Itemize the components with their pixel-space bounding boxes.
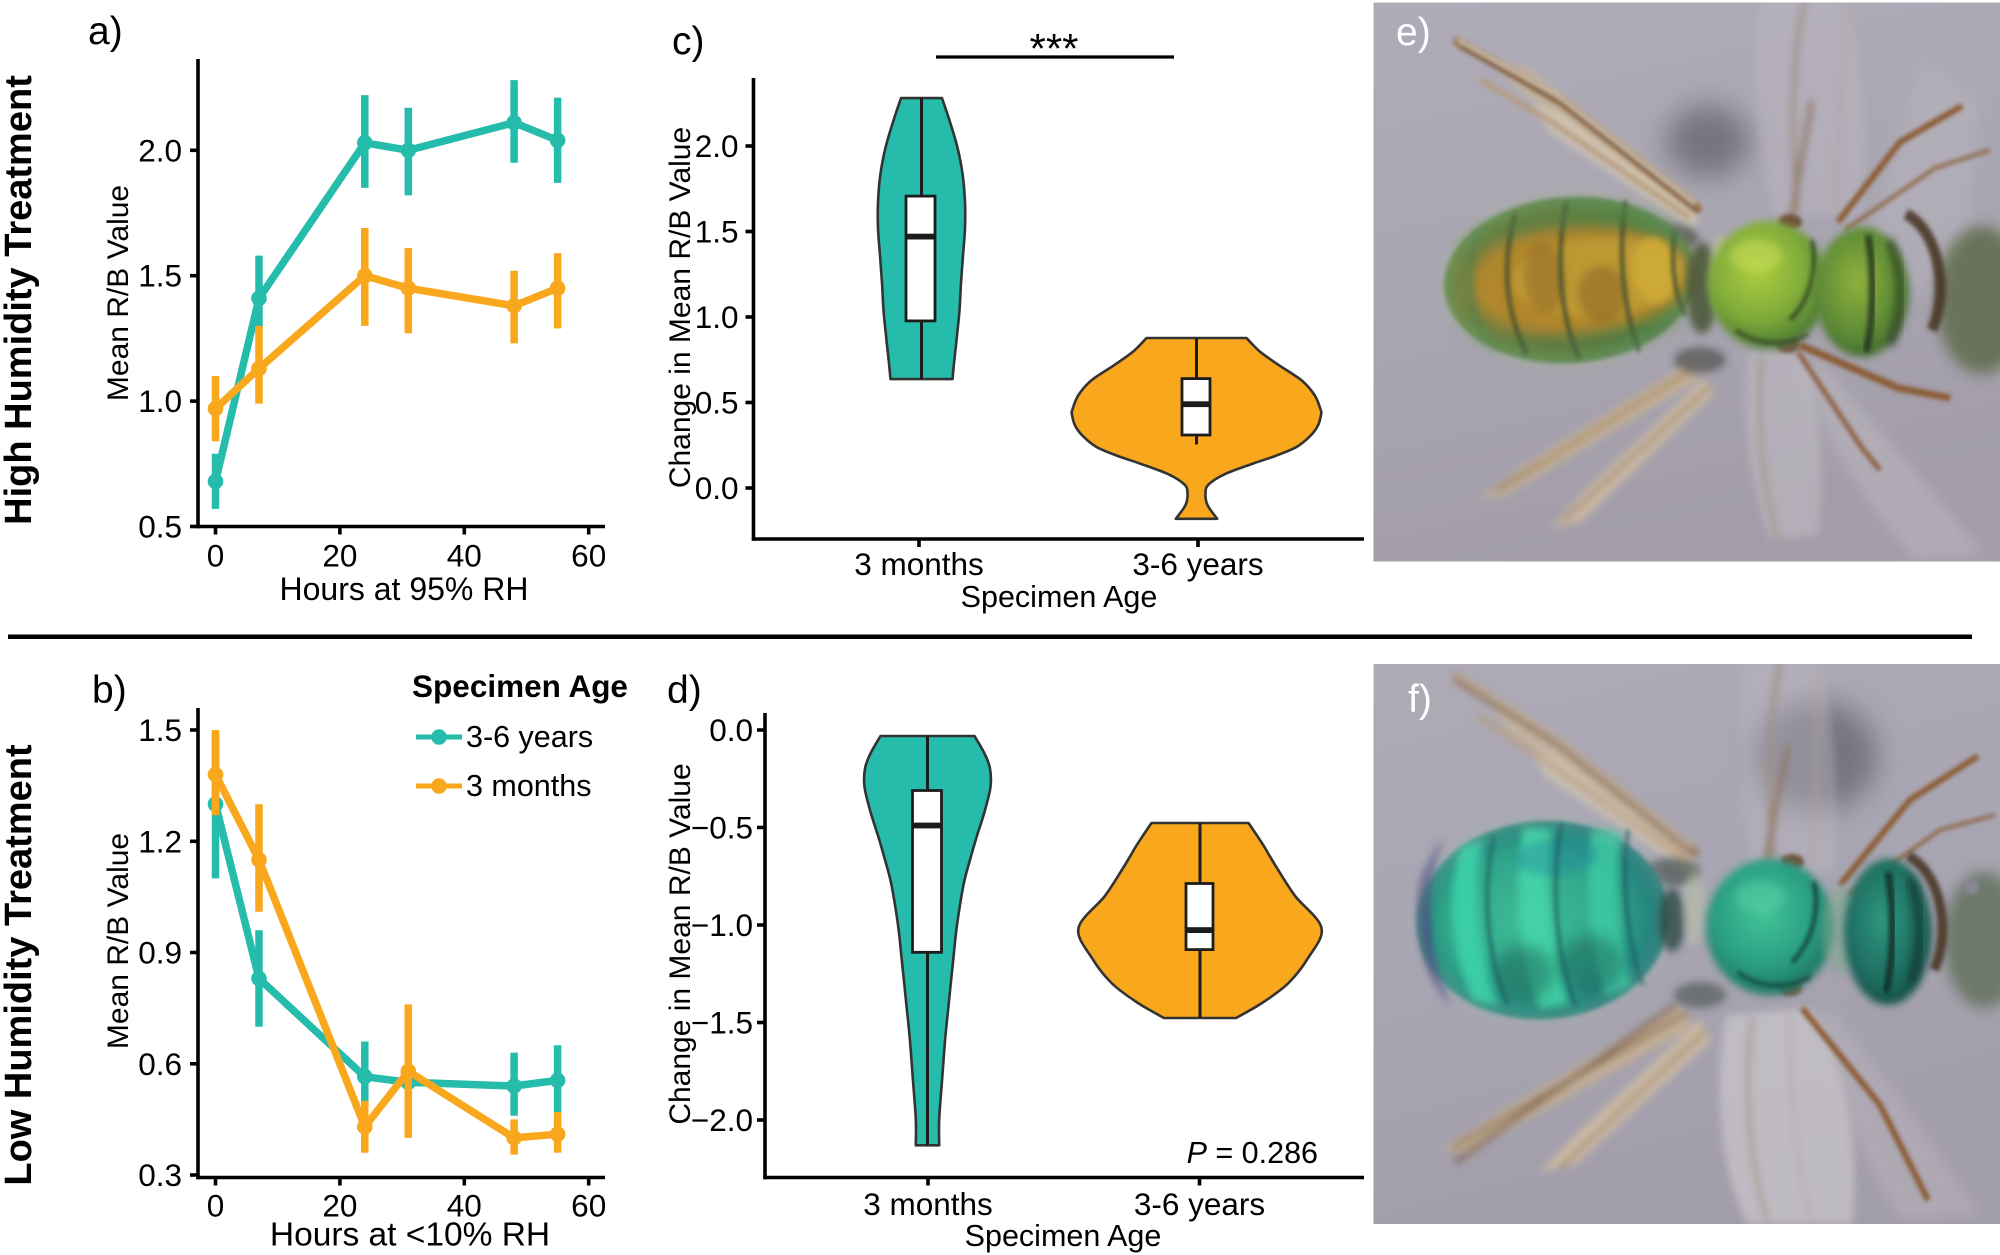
svg-text:1.2: 1.2: [138, 823, 182, 859]
svg-text:2.0: 2.0: [695, 128, 739, 164]
svg-text:a): a): [88, 10, 123, 53]
svg-text:0.3: 0.3: [138, 1157, 182, 1193]
svg-text:P = 0.286: P = 0.286: [1187, 1136, 1318, 1170]
svg-text:0.5: 0.5: [138, 509, 182, 545]
svg-text:1.0: 1.0: [138, 383, 182, 419]
svg-text:0: 0: [207, 1188, 225, 1224]
svg-text:1.5: 1.5: [138, 258, 182, 294]
svg-text:0.6: 0.6: [138, 1046, 182, 1082]
svg-text:Mean R/B Value: Mean R/B Value: [102, 833, 135, 1049]
svg-text:60: 60: [571, 538, 606, 574]
svg-text:Low Humidity Treatment: Low Humidity Treatment: [0, 744, 40, 1186]
svg-text:20: 20: [322, 538, 357, 574]
svg-text:Change in Mean R/B Value: Change in Mean R/B Value: [664, 763, 697, 1124]
svg-text:0.9: 0.9: [138, 935, 182, 971]
svg-text:Specimen Age: Specimen Age: [961, 580, 1158, 614]
svg-text:2.0: 2.0: [138, 132, 182, 168]
svg-text:40: 40: [447, 538, 482, 574]
svg-text:−2.0: −2.0: [691, 1102, 753, 1138]
svg-text:0.0: 0.0: [695, 470, 739, 506]
svg-text:f): f): [1408, 678, 1432, 721]
svg-text:e): e): [1396, 11, 1431, 54]
svg-text:Mean R/B Value: Mean R/B Value: [102, 185, 135, 401]
svg-text:High Humidity Treatment: High Humidity Treatment: [0, 75, 40, 525]
svg-text:3-6 years: 3-6 years: [466, 720, 593, 754]
svg-text:1.5: 1.5: [695, 214, 739, 250]
svg-text:0: 0: [207, 538, 225, 574]
svg-text:Specimen Age: Specimen Age: [412, 668, 628, 704]
svg-text:60: 60: [571, 1188, 606, 1224]
svg-text:−1.5: −1.5: [691, 1005, 753, 1041]
svg-text:3 months: 3 months: [854, 546, 984, 582]
svg-text:1.5: 1.5: [138, 712, 182, 748]
svg-text:40: 40: [447, 1188, 482, 1224]
svg-text:3-6 years: 3-6 years: [1134, 1186, 1265, 1222]
svg-text:3 months: 3 months: [863, 1186, 993, 1222]
svg-text:3 months: 3 months: [466, 769, 591, 803]
svg-text:0.0: 0.0: [709, 712, 753, 748]
svg-text:Change in Mean R/B Value: Change in Mean R/B Value: [664, 127, 697, 488]
svg-text:1.0: 1.0: [695, 299, 739, 335]
svg-text:Hours at <10% RH: Hours at <10% RH: [270, 1217, 550, 1254]
svg-text:20: 20: [322, 1188, 357, 1224]
svg-text:0.5: 0.5: [695, 385, 739, 421]
svg-text:b): b): [92, 669, 127, 712]
svg-text:***: ***: [1029, 25, 1078, 72]
svg-text:Specimen Age: Specimen Age: [965, 1219, 1162, 1253]
svg-text:−0.5: −0.5: [691, 810, 753, 846]
svg-text:d): d): [667, 669, 702, 712]
svg-text:−1.0: −1.0: [691, 907, 753, 943]
svg-text:Hours at 95% RH: Hours at 95% RH: [280, 571, 529, 607]
svg-text:c): c): [672, 20, 705, 63]
svg-text:3-6 years: 3-6 years: [1132, 546, 1263, 582]
